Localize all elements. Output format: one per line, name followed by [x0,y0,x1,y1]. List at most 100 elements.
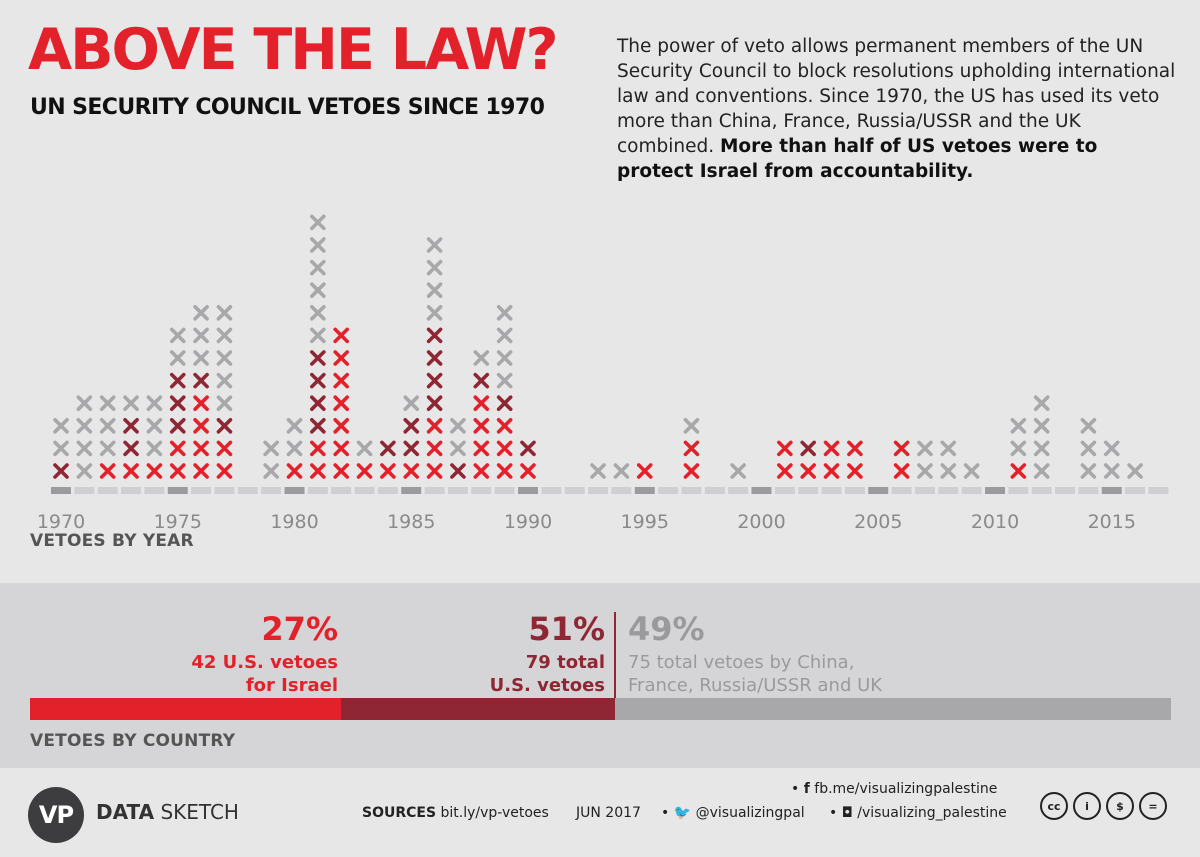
veto-mark-us_other [380,440,396,457]
veto-mark-israel [823,440,840,457]
veto-mark-israel [520,463,536,479]
veto-mark-others [99,418,116,434]
veto-mark-us_other [496,395,513,411]
veto-mark-israel [193,440,209,457]
veto-mark-israel [1010,463,1027,479]
veto-mark-others [310,282,326,298]
veto-mark-us_other [473,372,490,389]
intro-paragraph: The power of veto allows permanent membe… [617,34,1177,184]
veto-mark-others [1033,440,1050,457]
veto-mark-israel [473,440,490,457]
veto-mark-others [1080,440,1097,457]
twitter-icon: 🐦 [673,805,692,821]
axis-segment-1990 [518,487,538,494]
veto-mark-us_other [310,350,326,366]
veto-mark-others [310,237,326,253]
veto-mark-others [310,259,326,276]
veto-mark-israel [310,440,326,457]
brand-bold: DATA [96,800,155,824]
veto-mark-others [940,463,957,479]
veto-mark-others [193,305,209,321]
attribution-icon: i [1073,792,1101,820]
vp-logo: VP [28,787,84,843]
sources-link[interactable]: bit.ly/vp-vetoes [440,805,549,821]
others-bar [615,698,1171,720]
axis-segment-1986 [424,487,445,494]
axis-segment-2016 [1125,487,1146,494]
axis-segment-1988 [471,487,492,494]
axis-segment-2001 [774,487,795,494]
vetoes-by-year-label: VETOES BY YEAR [30,531,194,551]
sources-label: SOURCES [362,805,437,821]
axis-segment-1977 [214,487,235,494]
veto-mark-others [1010,440,1027,457]
veto-mark-others [426,305,443,321]
veto-mark-others [146,418,163,434]
veto-mark-israel [193,395,209,411]
x-tick-label: 2005 [854,511,902,533]
us-total-pct: 51% [528,610,605,648]
x-tick-label: 1990 [504,511,552,533]
veto-mark-others [99,440,116,457]
axis-segment-1989 [494,487,515,494]
veto-mark-others [403,395,420,411]
veto-mark-israel [123,463,139,479]
axis-segment-2006 [891,487,912,494]
veto-mark-others [286,440,303,457]
veto-mark-israel [473,463,490,479]
vetoes-by-country-label: VETOES BY COUNTRY [30,731,236,751]
axis-segment-1996 [658,487,679,494]
creative-commons-badges: cc i $ = [1040,792,1167,820]
veto-mark-others [76,395,93,411]
axis-segment-1978 [237,487,258,494]
veto-mark-israel [403,463,420,479]
veto-mark-israel [893,463,910,479]
veto-mark-others [450,440,466,457]
axis-segment-1983 [354,487,375,494]
x-tick-label: 1975 [154,511,202,533]
axis-segment-2009 [961,487,982,494]
veto-mark-others [216,350,233,366]
axis-segment-2005 [868,487,889,494]
israel-desc-1: 42 U.S. vetoes [191,652,338,673]
axis-segment-2013 [1055,487,1076,494]
instagram-handle: /visualizing_palestine [857,805,1007,821]
veto-mark-others [310,327,326,344]
twitter-link[interactable]: • 🐦 @visualizingpal [661,805,805,821]
others-desc-2: France, Russia/USSR and UK [628,675,883,696]
veto-mark-others [53,440,69,457]
axis-segment-1984 [377,487,398,494]
veto-mark-us_other [169,418,186,434]
axis-segment-1976 [191,487,212,494]
instagram-link[interactable]: • ◘ /visualizing_palestine [829,805,1007,821]
veto-mark-others [1103,463,1120,479]
axis-segment-1985 [401,487,422,494]
veto-mark-others [146,395,163,411]
veto-mark-us_other [426,327,443,344]
axis-segment-2007 [914,487,935,494]
veto-mark-others [216,372,233,389]
axis-segment-2015 [1101,487,1122,494]
veto-mark-others [123,395,139,411]
israel-share: 27% 42 U.S. vetoes for Israel [191,613,338,697]
veto-mark-others [263,463,279,479]
veto-mark-others [1080,418,1097,434]
axis-segment-1999 [728,487,749,494]
veto-mark-israel [426,440,443,457]
veto-mark-israel [847,440,863,457]
veto-mark-us_other [169,395,186,411]
axis-segment-2000 [751,487,772,494]
veto-mark-us_other [53,463,69,479]
veto-mark-others [169,327,186,344]
facebook-link[interactable]: • f fb.me/visualizingpalestine [791,781,997,797]
veto-mark-others [963,463,980,479]
axis-segment-1981 [307,487,328,494]
veto-mark-israel [496,440,513,457]
veto-mark-israel [636,463,653,479]
veto-mark-others [917,440,933,457]
veto-mark-others [1033,463,1050,479]
veto-mark-others [216,395,233,411]
veto-mark-israel [683,440,700,457]
veto-mark-israel [473,395,490,411]
veto-mark-israel [893,440,910,457]
